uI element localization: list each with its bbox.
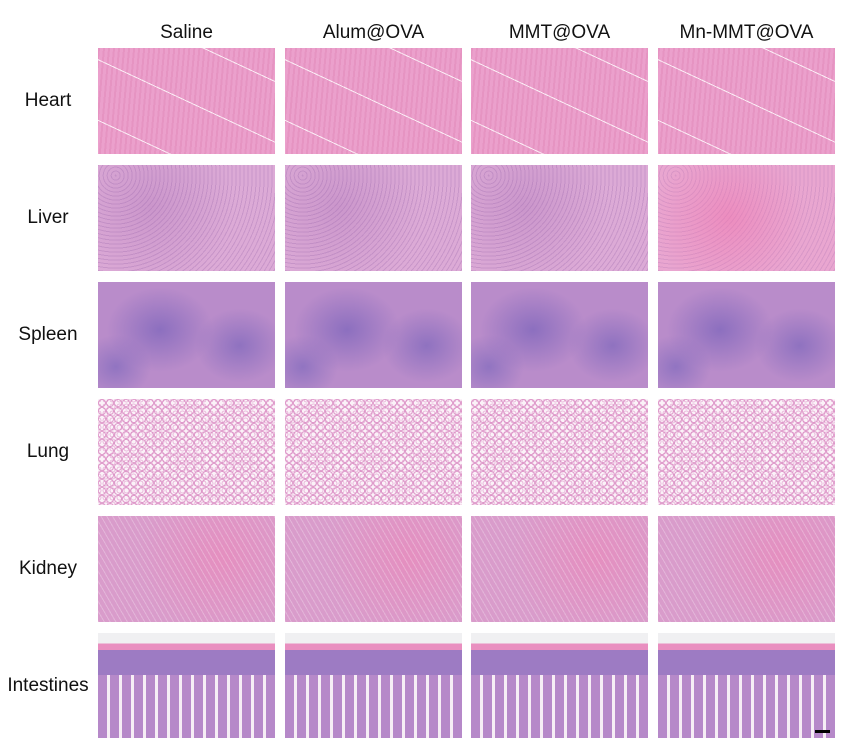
row-label: Intestines xyxy=(7,675,89,696)
histology-image-liver xyxy=(658,165,835,271)
row-label: Kidney xyxy=(18,558,78,579)
histology-image-heart xyxy=(471,48,648,154)
histology-image-intestine xyxy=(471,633,648,738)
histology-image-kidney xyxy=(658,516,835,622)
histology-image-intestine xyxy=(658,633,835,738)
column-label: Mn-MMT@OVA xyxy=(679,22,814,43)
column-label: Alum@OVA xyxy=(322,22,425,43)
row-label: Liver xyxy=(27,207,69,228)
histology-image-kidney xyxy=(471,516,648,622)
histology-image-intestine xyxy=(285,633,462,738)
histology-image-liver xyxy=(471,165,648,271)
histology-image-heart xyxy=(98,48,275,154)
histology-image-heart xyxy=(658,48,835,154)
histology-image-intestine xyxy=(98,633,275,738)
histology-image-lung xyxy=(285,399,462,505)
histology-image-heart xyxy=(285,48,462,154)
row-label: Spleen xyxy=(18,324,78,345)
histology-image-kidney xyxy=(98,516,275,622)
histology-image-liver xyxy=(98,165,275,271)
histology-image-lung xyxy=(98,399,275,505)
histology-image-lung xyxy=(471,399,648,505)
histology-image-spleen xyxy=(658,282,835,388)
histology-image-spleen xyxy=(98,282,275,388)
column-label: Saline xyxy=(160,22,213,43)
scale-bar xyxy=(815,730,830,733)
row-label: Lung xyxy=(26,441,70,462)
histology-image-spleen xyxy=(471,282,648,388)
histology-image-liver xyxy=(285,165,462,271)
column-label: MMT@OVA xyxy=(508,22,611,43)
row-label: Heart xyxy=(24,90,72,111)
histology-image-kidney xyxy=(285,516,462,622)
histology-image-spleen xyxy=(285,282,462,388)
histology-image-lung xyxy=(658,399,835,505)
